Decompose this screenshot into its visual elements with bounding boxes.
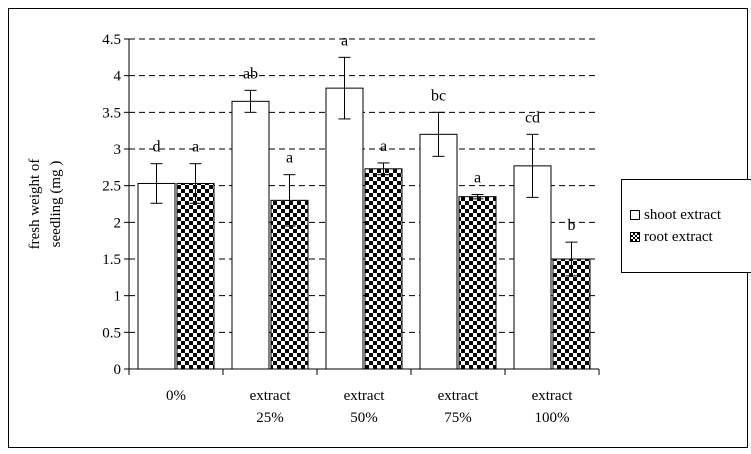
y-tick-label: 0.5 — [102, 325, 121, 341]
x-tick-label: 0% — [166, 388, 186, 404]
y-tick-label: 3.5 — [102, 105, 121, 121]
significance-letter: bc — [431, 87, 446, 104]
x-tick-label: 100% — [535, 410, 570, 426]
bar-root — [552, 258, 591, 370]
bar-root — [364, 168, 403, 370]
significance-letter: cd — [525, 109, 540, 126]
bar-shoot — [137, 182, 176, 370]
legend-label: root extract — [644, 228, 713, 245]
significance-letter: a — [341, 32, 348, 49]
significance-letter: b — [568, 217, 576, 234]
x-tick-label: 25% — [256, 410, 284, 426]
significance-letter: ab — [243, 65, 258, 82]
y-axis-title: seedling (mg ) — [48, 161, 64, 248]
significance-letter: d — [153, 139, 161, 156]
legend-swatch-open — [630, 210, 640, 220]
legend-item-root-extract: root extract — [630, 226, 751, 248]
y-tick-label: 2 — [114, 215, 122, 231]
x-tick-label: 50% — [350, 410, 378, 426]
bar-shoot — [513, 165, 552, 370]
y-axis-title: fresh weight of — [27, 159, 43, 250]
bar-chart: 0 0.5 1 1.5 2 2.5 3 3.5 4 4.5 0% extract 25% extract 5… — [27, 32, 600, 426]
significance-letter: a — [380, 138, 387, 155]
x-tick-label: extract — [344, 388, 386, 404]
legend-item-shoot-extract: shoot extract — [630, 204, 751, 226]
significance-letter: a — [286, 150, 293, 167]
y-tick-label: 4 — [114, 69, 122, 85]
x-tick-label: extract — [438, 388, 480, 404]
bar-root — [458, 196, 497, 370]
bar-shoot — [419, 133, 458, 370]
y-tick-label: 0 — [114, 362, 122, 378]
bar-shoot — [231, 100, 270, 370]
y-tick-label: 3 — [114, 142, 122, 158]
legend-label: shoot extract — [644, 206, 722, 223]
significance-letter: a — [474, 169, 481, 186]
axes — [124, 38, 600, 375]
x-tick-label: extract — [532, 388, 574, 404]
labels: 0 0.5 1 1.5 2 2.5 3 3.5 4 4.5 0% extract 25% extract 5… — [27, 32, 576, 426]
y-tick-label: 4.5 — [102, 32, 121, 48]
legend-swatch-checkered — [630, 232, 640, 242]
bar-root — [270, 199, 309, 370]
significance-letter: a — [192, 139, 199, 156]
chart-area: 0 0.5 1 1.5 2 2.5 3 3.5 4 4.5 0% extract 25% extract 5… — [8, 8, 751, 448]
x-tick-label: extract — [250, 388, 292, 404]
x-tick-label: 75% — [444, 410, 472, 426]
bar-root — [176, 182, 215, 370]
bar-shoot — [325, 87, 364, 370]
error-bars — [150, 56, 578, 277]
bars — [137, 87, 591, 370]
y-tick-label: 2.5 — [102, 179, 121, 195]
y-tick-label: 1 — [114, 289, 122, 305]
y-tick-label: 1.5 — [102, 252, 121, 268]
legend: shoot extract root extract — [621, 179, 751, 273]
